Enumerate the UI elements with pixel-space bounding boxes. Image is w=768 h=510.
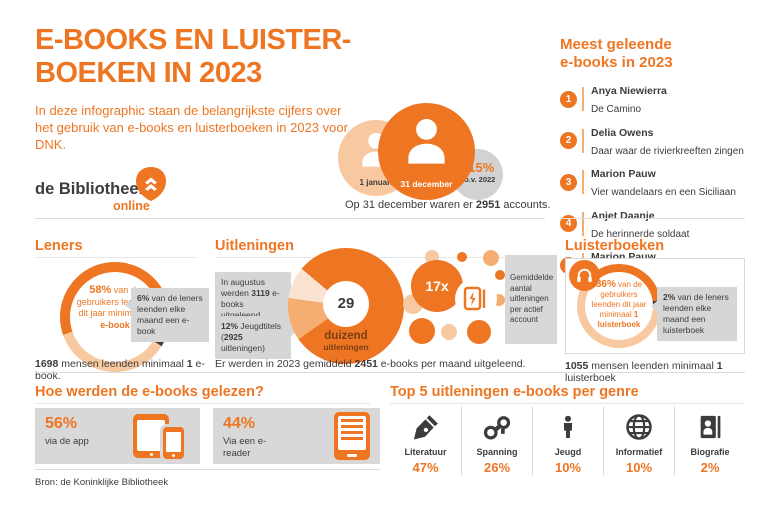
rank-badge: 2 <box>560 132 577 149</box>
logo-text: de Bibliotheek <box>35 180 148 198</box>
genre-informatief: Informatief 10% <box>603 406 674 475</box>
phone-icon <box>163 427 184 459</box>
avg-loans-note: Gemiddelde aantal uitleningen per actief… <box>505 255 557 344</box>
app-label: via de app <box>45 436 89 447</box>
child-icon <box>533 408 603 442</box>
book-title: Vier wandelaars en een Siciliaan <box>591 187 736 198</box>
uitleningen-footer: Er werden in 2023 gemiddeld 2451 e-books… <box>215 358 526 370</box>
uitleningen-callout-jeugd: 12% Jeugdtitels (2925 uitleningen) <box>215 316 297 359</box>
ereader-percentage: 44% <box>223 415 256 432</box>
page-title-line2: BOEKEN IN 2023 <box>35 57 262 89</box>
book-author: Anya Niewierra <box>591 85 667 97</box>
top-ebooks-title: Meest geleende e-books in 2023 <box>560 36 673 71</box>
uitleningen-underline <box>215 257 545 258</box>
ereader-label: Via een e-reader <box>223 436 267 459</box>
book-author: Delia Owens <box>591 126 654 139</box>
growth-note: t.o.v. 2022 <box>459 175 496 184</box>
book-title: De herinnerde soldaat <box>591 228 690 240</box>
list-item: 1 Anya Niewierra De Camino <box>560 81 755 117</box>
rank-divider <box>582 211 584 236</box>
genre-jeugd: Jeugd 10% <box>532 406 603 475</box>
source-divider <box>35 469 380 470</box>
reading-section-title: Hoe werden de e-books gelezen? <box>35 384 264 400</box>
intro-text: In deze infographic staan de belangrijks… <box>35 103 348 152</box>
accounts-count: 2951 <box>475 199 501 211</box>
january-label: 1 januari <box>359 178 393 187</box>
headphones-badge <box>569 260 600 291</box>
page-title-line1: E-BOOKS EN LUISTER- <box>35 24 351 56</box>
callout-tail <box>125 300 131 310</box>
rank-badge: 1 <box>560 90 577 108</box>
person-icon <box>408 118 445 164</box>
leners-footer: 1698 mensen leenden minimaal 1 e-book. <box>35 358 205 382</box>
accounts-caption: Op 31 december waren er 2951 accounts. <box>345 199 551 211</box>
tablet-icon <box>133 414 169 458</box>
genres-underline <box>390 403 745 404</box>
top-ebooks-panel: Meest geleende e-books in 2023 1 Anya Ni… <box>560 36 755 289</box>
genre-grid: Literatuur 47% Spanning 26% Jeugd 10% In… <box>390 406 746 475</box>
luisterboeken-section-title: Luisterboeken <box>565 238 665 254</box>
pie-unit-label: duizend uitleningen <box>323 330 369 352</box>
list-item: 2 Delia Owens Daar waar de rivierkreeften… <box>560 123 755 159</box>
genre-biografie: Biografie 2% <box>674 406 745 475</box>
list-item: 4 Anjet Daanje De herinnerde soldaat <box>560 206 755 242</box>
header-divider-right <box>560 218 745 219</box>
genre-literatuur: Literatuur 47% <box>390 406 461 475</box>
middle-divider <box>35 372 745 373</box>
uitleningen-section-title: Uitleningen <box>215 238 294 254</box>
accounts-december-circle: 31 december <box>378 103 475 200</box>
uitleningen-pie-chart: 29 duizend uitleningen <box>288 248 404 364</box>
pen-nib-icon <box>390 408 461 442</box>
book-title: Daar waar de rivierkreeften zingen <box>591 145 744 157</box>
leners-underline <box>35 257 197 258</box>
ebook-lightning-icon <box>463 286 485 310</box>
reading-app-box: 56% via de app <box>35 408 200 464</box>
list-item: 3 Marion Pauw Vier wandelaars en een Sici… <box>560 164 755 200</box>
source-note: Bron: de Koninklijke Bibliotheek <box>35 477 169 488</box>
reading-underline <box>35 403 370 404</box>
page-title: E-BOOKS EN LUISTER- BOEKEN IN 2023 <box>35 24 351 90</box>
callout-tail <box>651 301 657 311</box>
genre-spanning: Spanning 26% <box>461 406 532 475</box>
uitleningen-bubble-cluster: 17x <box>403 250 505 348</box>
header-divider <box>35 218 545 219</box>
biography-book-icon <box>675 408 745 442</box>
bibliotheek-logo-icon <box>135 166 167 202</box>
book-title: De Camino <box>591 104 642 115</box>
luisterboeken-donut-chart: 36% van de gebruikers leenden dit jaar m… <box>577 264 661 348</box>
handcuffs-icon <box>462 408 532 442</box>
book-author: Marion Pauw <box>591 168 656 180</box>
leners-callout: 6% van de leners leenden elke maand een … <box>125 288 209 342</box>
rank-divider <box>582 170 584 194</box>
december-label: 31 december <box>400 179 453 189</box>
logo-online-label: online <box>113 199 150 213</box>
multiplier-bubble: 17x <box>411 260 463 312</box>
ereader-icon <box>334 412 370 460</box>
pie-center-value: 29 <box>323 281 369 327</box>
luisterboeken-callout: 2% van de leners leenden elke maand een … <box>651 287 737 341</box>
luisterboeken-donut-label: 36% van de gebruikers leenden dit jaar m… <box>591 279 647 330</box>
rank-badge: 4 <box>560 215 577 232</box>
rank-divider <box>582 128 584 153</box>
rank-divider <box>582 87 584 111</box>
luisterboeken-footer: 1055 mensen leenden minimaal 1 luisterbo… <box>565 360 723 384</box>
headphones-icon <box>577 268 592 283</box>
leners-section-title: Leners <box>35 238 83 254</box>
rank-badge: 3 <box>560 173 577 191</box>
genres-section-title: Top 5 uitleningen e-books per genre <box>390 384 639 400</box>
book-author: Anjet Daanje <box>591 209 655 222</box>
ebook-bubble <box>455 278 497 320</box>
globe-icon <box>604 408 674 442</box>
bibliotheek-logo: de Bibliotheek online <box>35 166 175 214</box>
app-percentage: 56% <box>45 415 78 432</box>
reading-ereader-box: 44% Via een e-reader <box>213 408 380 464</box>
